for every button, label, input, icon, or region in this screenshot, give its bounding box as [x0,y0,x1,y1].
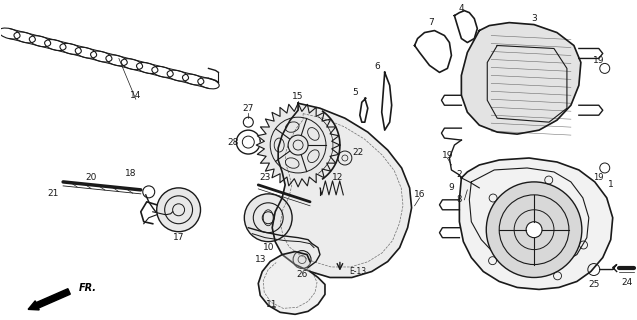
Text: E-13: E-13 [349,267,366,276]
Text: 4: 4 [459,4,464,13]
Text: 19: 19 [441,150,453,160]
Polygon shape [461,23,581,134]
Text: 28: 28 [227,138,239,147]
Text: 22: 22 [352,148,364,156]
Text: 19: 19 [594,173,604,182]
Text: 14: 14 [130,91,141,100]
Text: 10: 10 [262,243,274,252]
Text: FR.: FR. [79,284,97,293]
Text: 15: 15 [292,92,304,101]
Text: 18: 18 [125,169,136,179]
Circle shape [526,222,542,238]
Text: 12: 12 [333,173,343,182]
Text: 1: 1 [608,180,613,189]
Circle shape [486,182,582,277]
Text: 7: 7 [429,18,434,27]
Text: 24: 24 [621,278,633,287]
Text: 19: 19 [593,56,605,65]
FancyArrow shape [28,289,70,310]
Text: 23: 23 [259,173,271,182]
Text: 27: 27 [243,104,254,113]
Text: 20: 20 [85,173,97,182]
Text: 8: 8 [457,195,462,204]
Polygon shape [256,103,340,187]
Text: 21: 21 [48,189,59,198]
Text: 13: 13 [255,255,266,264]
Text: 26: 26 [296,270,308,279]
Circle shape [157,188,201,232]
Polygon shape [459,158,613,289]
Text: 16: 16 [414,190,426,199]
Text: 3: 3 [531,14,537,23]
Polygon shape [258,252,325,314]
Text: 6: 6 [375,62,381,71]
Polygon shape [272,103,412,277]
Text: 25: 25 [588,280,599,289]
Text: 11: 11 [266,300,278,309]
Text: 9: 9 [448,183,454,192]
Text: 17: 17 [173,233,184,242]
Circle shape [245,194,292,242]
Text: 5: 5 [352,88,358,97]
Circle shape [288,135,308,155]
Text: 2: 2 [457,171,462,180]
